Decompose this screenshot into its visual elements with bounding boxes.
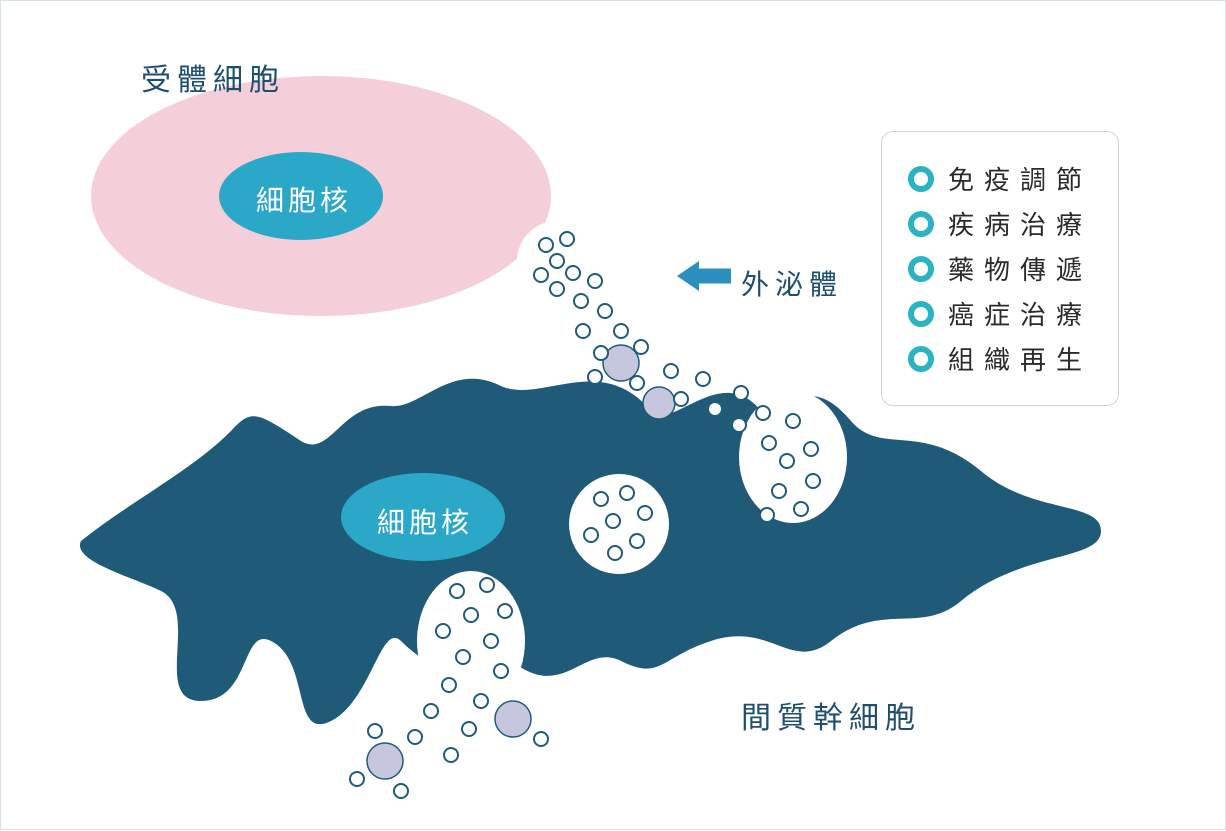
legend-text: 癌症治療 <box>948 295 1092 332</box>
legend-bullet-icon <box>908 256 934 282</box>
legend-bullet-icon <box>908 211 934 237</box>
legend-bullet-icon <box>908 301 934 327</box>
legend-text: 免疫調節 <box>948 160 1092 197</box>
legend-text: 藥物傳遞 <box>948 250 1092 287</box>
legend-item: 疾病治療 <box>908 205 1092 242</box>
legend-bullet-icon <box>908 346 934 372</box>
legend-item: 組織再生 <box>908 340 1092 377</box>
legend-item: 免疫調節 <box>908 160 1092 197</box>
nucleus-label-recipient: 細胞核 <box>256 179 352 219</box>
legend-item: 藥物傳遞 <box>908 250 1092 287</box>
legend-box: 免疫調節疾病治療藥物傳遞癌症治療組織再生 <box>881 131 1119 406</box>
legend-text: 疾病治療 <box>948 205 1092 242</box>
exosome-label: 外泌體 <box>741 263 843 303</box>
legend-bullet-icon <box>908 166 934 192</box>
diagram-canvas <box>1 1 1225 829</box>
nucleus-label-msc: 細胞核 <box>377 501 473 541</box>
legend-item: 癌症治療 <box>908 295 1092 332</box>
msc-label: 間質幹細胞 <box>741 693 921 737</box>
diagram-svg <box>1 1 1226 831</box>
recipient-cell-label: 受體細胞 <box>141 55 285 99</box>
exosome-arrow-icon <box>677 261 737 297</box>
legend-text: 組織再生 <box>948 340 1092 377</box>
